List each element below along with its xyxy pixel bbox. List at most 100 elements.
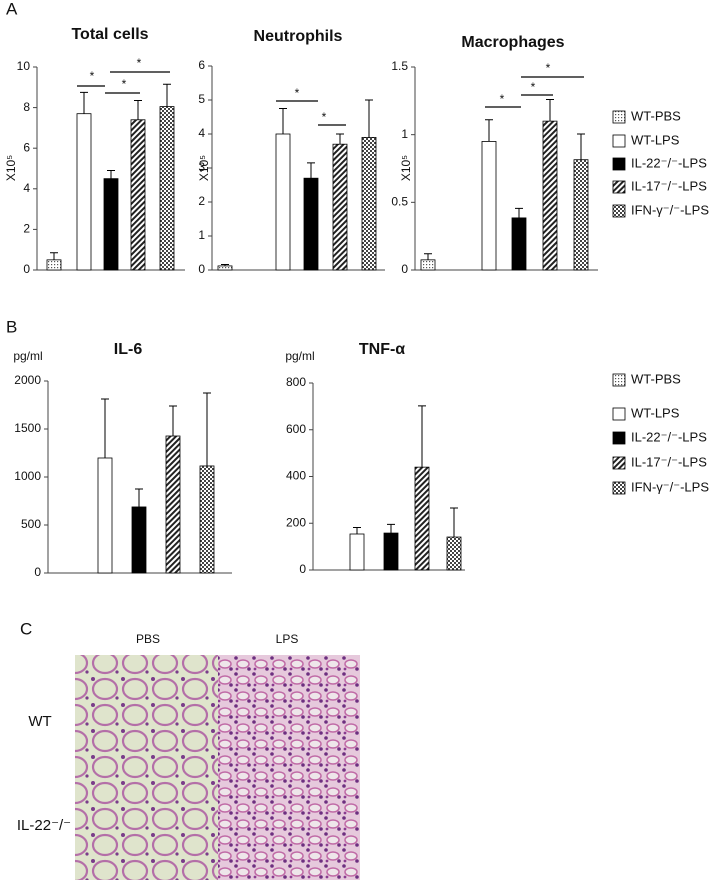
legend-swatch: [612, 180, 626, 194]
error-bar: [169, 405, 177, 437]
y-tick-label: 1500: [14, 421, 41, 435]
bar: [573, 159, 589, 271]
bar: [275, 133, 291, 271]
y-tick-label: 0: [34, 565, 41, 579]
bar: [349, 533, 365, 571]
error-bar: [80, 91, 88, 114]
error-bar: [424, 253, 432, 260]
legend-label: IL-17⁻/⁻-LPS: [631, 454, 707, 469]
chart-title: TNF-α: [359, 341, 405, 358]
legend-swatch: [612, 157, 626, 171]
bar: [130, 119, 146, 271]
bar: [420, 259, 436, 271]
error-bar: [336, 133, 344, 145]
y-tick-label: 200: [286, 515, 306, 529]
error-bar: [577, 133, 585, 160]
legend-swatch: [612, 407, 626, 421]
error-bar: [365, 99, 373, 138]
legend-label: IL-22⁻/⁻-LPS: [631, 155, 707, 170]
significance-label: *: [90, 69, 95, 83]
y-tick-label: 1: [401, 127, 408, 141]
y-tick-label: 1: [198, 228, 205, 242]
legend-swatch: [612, 204, 626, 218]
y-tick-label: 5: [198, 92, 205, 106]
bar: [332, 143, 348, 271]
error-bar: [485, 119, 493, 142]
y-tick-label: 400: [286, 469, 306, 483]
legend-label: WT-PBS: [631, 108, 681, 123]
legend-swatch: [612, 481, 626, 495]
error-bar: [134, 99, 142, 120]
significance-label: *: [137, 56, 142, 70]
error-bar: [221, 264, 229, 266]
y-tick-label: 0.5: [391, 195, 408, 209]
bar: [103, 178, 119, 271]
chart-title: Total cells: [71, 26, 148, 43]
y-tick-label: 6: [23, 140, 30, 154]
legend-swatch: [612, 431, 626, 445]
y-tick-label: 2: [198, 194, 205, 208]
y-tick-label: 2000: [14, 373, 41, 387]
y-axis-label: X10⁵: [197, 155, 211, 181]
y-tick-label: 1.5: [391, 59, 408, 73]
error-bar: [307, 162, 315, 179]
bar: [303, 177, 319, 271]
legend-label: WT-LPS: [631, 405, 680, 420]
y-tick-label: 4: [23, 181, 30, 195]
micrograph: [218, 655, 360, 767]
y-axis-label: X10⁵: [399, 155, 413, 181]
y-tick-label: 800: [286, 375, 306, 389]
bar: [383, 532, 399, 571]
significance-label: *: [500, 92, 505, 106]
significance-label: *: [295, 86, 300, 100]
error-bar: [450, 507, 458, 538]
legend-swatch: [612, 456, 626, 470]
bar: [76, 113, 92, 271]
y-tick-label: 10: [17, 59, 31, 73]
column-label: PBS: [136, 632, 160, 646]
legend-swatch: [612, 134, 626, 148]
histology: PBS LPS WT IL-22⁻/⁻: [17, 632, 360, 880]
bar: [97, 457, 113, 574]
bar: [361, 136, 377, 271]
y-tick-label: 600: [286, 422, 306, 436]
legend-swatch: [612, 110, 626, 124]
bar: [46, 259, 62, 271]
panel-label: A: [6, 0, 18, 18]
micrograph: [75, 655, 218, 767]
significance-label: *: [322, 110, 327, 124]
bar: [511, 217, 527, 271]
error-bar: [387, 523, 395, 534]
y-axis-label: pg/ml: [13, 349, 42, 363]
y-tick-label: 500: [21, 517, 41, 531]
bar: [165, 435, 181, 574]
y-tick-label: 1000: [14, 469, 41, 483]
chart-title: Neutrophils: [254, 28, 343, 45]
significance-label: *: [531, 80, 536, 94]
legend-label: IFN-γ⁻/⁻-LPS: [631, 202, 709, 217]
y-tick-label: 0: [299, 562, 306, 576]
legend-label: WT-PBS: [631, 371, 681, 386]
error-bar: [50, 252, 58, 260]
chart-title: IL-6: [114, 341, 143, 358]
bar: [217, 265, 233, 271]
y-tick-label: 8: [23, 100, 30, 114]
chart-title: Macrophages: [461, 34, 564, 51]
y-tick-label: 0: [401, 262, 408, 276]
bar: [446, 536, 462, 571]
bar: [159, 106, 175, 271]
y-tick-label: 2: [23, 222, 30, 236]
error-bar: [418, 405, 426, 468]
legend-swatch: [612, 373, 626, 387]
significance-label: *: [546, 61, 551, 75]
bar: [481, 141, 497, 271]
legend-label: WT-LPS: [631, 132, 680, 147]
y-tick-label: 6: [198, 58, 205, 72]
bar: [414, 466, 430, 571]
y-axis-label: pg/ml: [285, 349, 314, 363]
y-tick-label: 0: [198, 262, 205, 276]
bar: [199, 465, 215, 574]
y-tick-label: 4: [198, 126, 205, 140]
y-axis-label: X10⁵: [4, 155, 18, 181]
